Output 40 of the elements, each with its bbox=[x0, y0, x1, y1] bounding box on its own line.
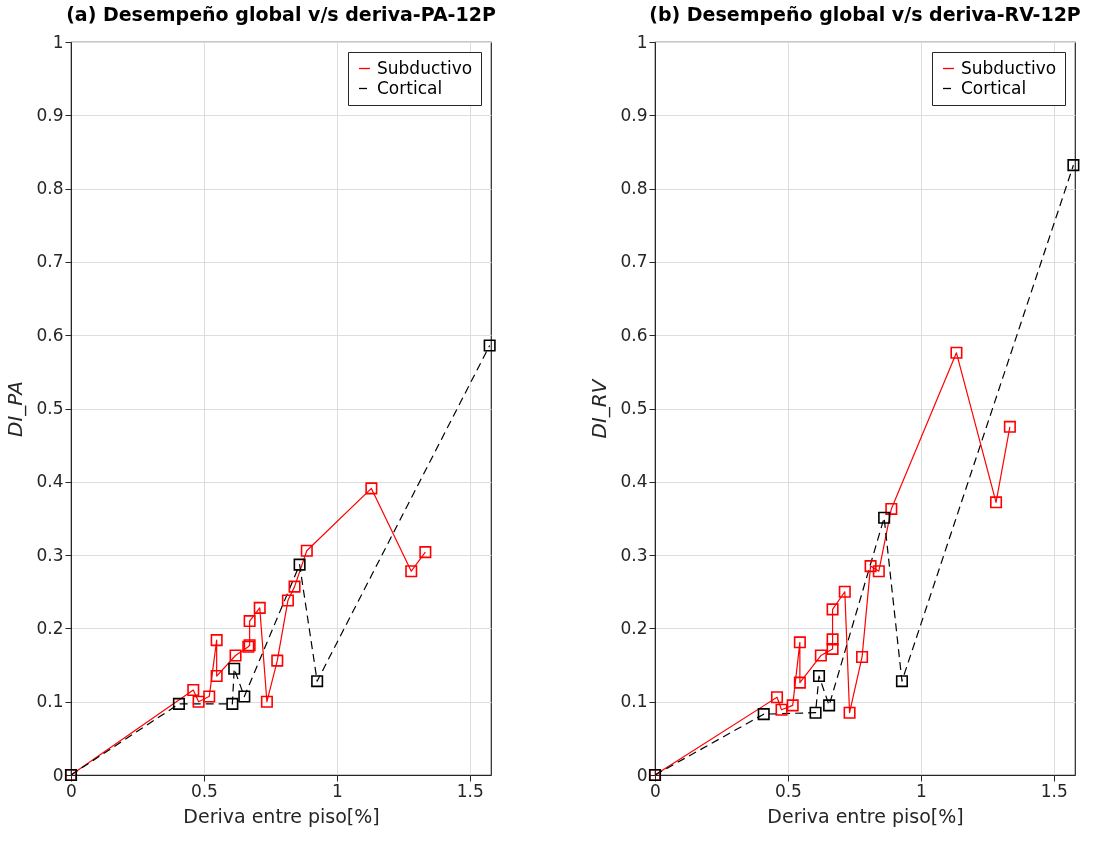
y-tick-label: 0.1 bbox=[620, 691, 648, 712]
y-tick-label: 0 bbox=[52, 764, 64, 785]
chart-title: (b) Desempeño global v/s deriva-RV-12P bbox=[649, 3, 1081, 25]
y-tick-label: 0.3 bbox=[620, 544, 648, 565]
y-tick-label: 0.9 bbox=[620, 104, 648, 125]
y-tick-label: 0.8 bbox=[620, 178, 648, 199]
y-tick-label: 0.7 bbox=[36, 251, 64, 272]
x-tick-label: 0 bbox=[650, 780, 661, 801]
y-tick-label: 0.6 bbox=[36, 324, 64, 345]
chart-title: (a) Desempeño global v/s deriva-PA-12P bbox=[66, 3, 496, 25]
x-axis-title: Deriva entre piso[%] bbox=[767, 804, 964, 827]
y-tick-label: 1 bbox=[636, 31, 648, 52]
x-tick-label: 0 bbox=[66, 780, 77, 801]
x-tick-label: 1.5 bbox=[1040, 780, 1068, 801]
legend-label: Cortical bbox=[377, 77, 443, 98]
y-tick-label: 0 bbox=[636, 764, 648, 785]
y-axis-title: DI_RV bbox=[587, 378, 612, 439]
x-tick-label: 0.5 bbox=[190, 780, 218, 801]
y-tick-label: 0.6 bbox=[620, 324, 648, 345]
legend-label: Subductivo bbox=[377, 57, 473, 78]
y-tick-label: 0.4 bbox=[36, 471, 64, 492]
x-axis-title: Deriva entre piso[%] bbox=[183, 804, 380, 827]
legend-label: Cortical bbox=[961, 77, 1027, 98]
y-axis-title: DI_PA bbox=[3, 380, 28, 438]
y-tick-label: 0.5 bbox=[620, 398, 648, 418]
y-tick-label: 0.9 bbox=[36, 104, 64, 125]
y-tick-label: 0.5 bbox=[36, 398, 64, 418]
x-tick-label: 1 bbox=[331, 780, 343, 801]
x-tick-label: 1.5 bbox=[456, 780, 484, 801]
y-tick-label: 0.3 bbox=[36, 544, 64, 565]
x-tick-label: 1 bbox=[915, 780, 927, 801]
y-tick-label: 0.2 bbox=[36, 617, 64, 638]
y-tick-label: 0.2 bbox=[620, 617, 648, 638]
y-tick-label: 0.4 bbox=[620, 471, 648, 492]
legend-label: Subductivo bbox=[961, 57, 1057, 78]
x-tick-label: 0.5 bbox=[774, 780, 802, 801]
y-tick-label: 1 bbox=[52, 31, 64, 52]
y-tick-label: 0.8 bbox=[36, 178, 64, 199]
y-tick-label: 0.7 bbox=[620, 251, 648, 272]
y-tick-label: 0.1 bbox=[36, 691, 64, 712]
